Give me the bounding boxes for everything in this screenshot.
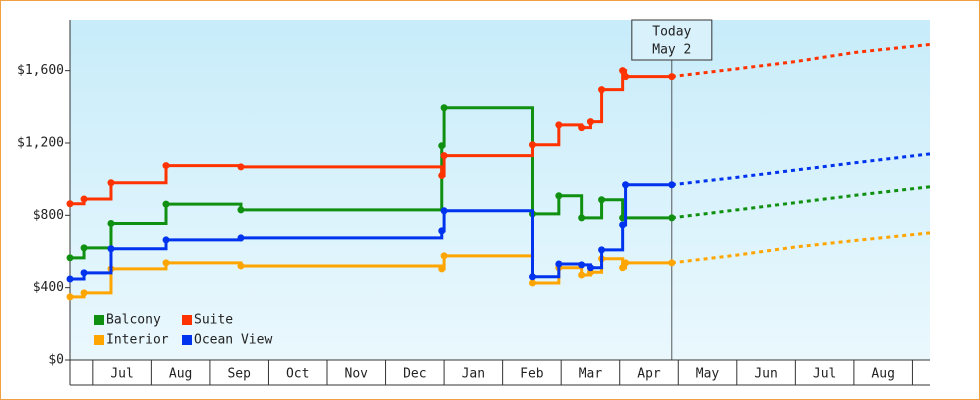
- point: [237, 163, 245, 171]
- y-tick-label: $800: [33, 208, 64, 223]
- legend-label: Interior: [106, 333, 169, 348]
- point: [619, 67, 627, 75]
- legend-swatch: [94, 315, 104, 325]
- point: [80, 244, 88, 252]
- point: [438, 172, 446, 180]
- x-tick-label: Aug: [871, 367, 894, 382]
- point: [237, 262, 245, 270]
- forecast-line: [671, 152, 931, 187]
- x-tick-label: Sep: [227, 367, 251, 382]
- point: [237, 206, 245, 214]
- point: [107, 245, 115, 253]
- point: [528, 279, 536, 287]
- point: [619, 221, 627, 229]
- point: [555, 121, 563, 129]
- legend-label: Suite: [194, 313, 233, 328]
- point: [528, 141, 536, 149]
- point: [578, 214, 586, 222]
- y-tick-label: $400: [33, 280, 64, 295]
- today-label: Today: [652, 25, 691, 40]
- point: [578, 124, 586, 132]
- point: [162, 236, 170, 244]
- point: [438, 142, 446, 150]
- point: [162, 162, 170, 170]
- legend-label: Ocean View: [194, 333, 272, 348]
- x-tick-label: Dec: [403, 367, 426, 382]
- point: [528, 273, 536, 281]
- plot-area: [70, 20, 930, 360]
- point: [586, 264, 594, 272]
- point: [162, 200, 170, 208]
- x-tick-label: Jul: [813, 367, 836, 382]
- today-box: [631, 19, 713, 61]
- y-tick-label: $0: [48, 353, 64, 368]
- x-tick-label: Aug: [169, 367, 192, 382]
- point: [578, 261, 586, 269]
- legend-swatch: [94, 335, 104, 345]
- point: [80, 269, 88, 277]
- point: [438, 265, 446, 273]
- point: [66, 254, 74, 262]
- y-tick-label: $1,600: [17, 63, 64, 78]
- point: [440, 104, 448, 112]
- legend-label: Balcony: [106, 313, 161, 328]
- point: [107, 219, 115, 227]
- series-line: [70, 69, 672, 206]
- point: [66, 275, 74, 283]
- point: [555, 192, 563, 200]
- legend-swatch: [182, 335, 192, 345]
- point: [578, 271, 586, 279]
- x-tick-label: Mar: [579, 367, 603, 382]
- point: [555, 260, 563, 268]
- x-tick-label: Apr: [637, 367, 661, 382]
- point: [598, 86, 606, 94]
- point: [598, 196, 606, 204]
- point: [622, 181, 630, 189]
- x-tick-label: May: [696, 367, 720, 382]
- point: [162, 259, 170, 267]
- point: [622, 73, 630, 81]
- forecast-line: [671, 42, 931, 79]
- x-tick-label: Nov: [345, 367, 369, 382]
- today-label: May 2: [652, 43, 691, 58]
- y-tick-label: $1,200: [17, 135, 64, 150]
- point: [438, 227, 446, 235]
- point: [586, 118, 594, 126]
- forecast-line: [671, 185, 931, 220]
- point: [440, 152, 448, 160]
- point: [80, 195, 88, 203]
- point: [440, 252, 448, 260]
- point: [66, 293, 74, 301]
- point: [66, 200, 74, 208]
- x-tick-label: Jan: [462, 367, 485, 382]
- x-tick-label: Feb: [520, 367, 544, 382]
- x-tick-label: Oct: [286, 367, 309, 382]
- legend-swatch: [182, 315, 192, 325]
- point: [440, 207, 448, 215]
- x-tick-label: Jul: [110, 367, 133, 382]
- point: [622, 259, 630, 267]
- series-line: [70, 183, 672, 281]
- x-tick-label: Jun: [754, 367, 777, 382]
- point: [80, 289, 88, 297]
- forecast-line: [671, 231, 931, 265]
- point: [107, 179, 115, 187]
- point: [237, 234, 245, 242]
- point: [598, 246, 606, 254]
- series-line: [70, 106, 672, 260]
